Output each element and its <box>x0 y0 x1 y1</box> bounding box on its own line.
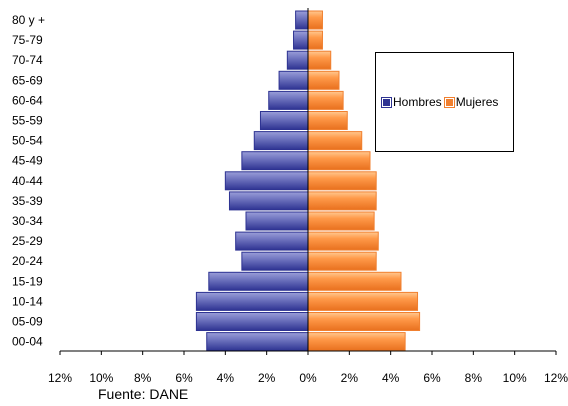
legend-item-mujeres: Mujeres <box>443 95 499 109</box>
bar-mujeres-10 <box>307 211 375 231</box>
x-tick-label-4: 4% <box>217 371 235 385</box>
category-label-13: 15-19 <box>12 274 43 288</box>
legend-swatch-hombres <box>381 96 392 108</box>
bar-hombres-2 <box>286 50 309 70</box>
x-axis: 12% 10% 8% 6% 4% 2% 0% 2% 4% 6% 8% 10% 12% <box>48 8 568 385</box>
x-tick-label-9: 6% <box>423 371 441 385</box>
category-label-5: 55-59 <box>12 114 43 128</box>
bar-hombres-0 <box>295 10 309 30</box>
bar-hombres-13 <box>208 271 309 291</box>
bar-mujeres-4 <box>307 90 344 110</box>
legend-label-mujeres: Mujeres <box>455 95 499 109</box>
x-tick-label-0: 12% <box>48 371 72 385</box>
legend-swatch-mujeres <box>443 96 455 108</box>
x-tick-label-8: 4% <box>382 371 400 385</box>
bar-mujeres-7 <box>307 151 371 171</box>
bar-hombres-8 <box>224 171 309 191</box>
legend-item-hombres: Hombres <box>381 95 442 109</box>
category-label-4: 60-64 <box>12 93 43 107</box>
category-label-8: 40-44 <box>12 174 43 188</box>
x-tick-label-6: 0% <box>299 371 317 385</box>
legend: Hombres Mujeres <box>375 52 514 152</box>
category-label-10: 30-34 <box>12 214 43 228</box>
category-label-11: 25-29 <box>12 234 43 248</box>
bar-mujeres-12 <box>307 251 377 271</box>
category-label-14: 10-14 <box>12 294 43 308</box>
bar-hombres-12 <box>241 251 309 271</box>
bar-hombres-1 <box>293 30 309 50</box>
bar-hombres-4 <box>268 90 309 110</box>
bar-mujeres-6 <box>307 131 363 151</box>
x-tick-label-2: 8% <box>134 371 152 385</box>
bar-mujeres-1 <box>307 30 323 50</box>
bar-mujeres-9 <box>307 191 377 211</box>
x-tick-label-3: 6% <box>175 371 193 385</box>
x-tick-label-5: 2% <box>258 371 276 385</box>
x-tick-label-11: 10% <box>503 371 527 385</box>
category-label-1: 75-79 <box>12 33 43 47</box>
bar-mujeres-0 <box>307 10 323 30</box>
bar-mujeres-14 <box>307 291 419 311</box>
category-label-16: 00-04 <box>12 335 43 349</box>
bar-hombres-10 <box>245 211 309 231</box>
bar-mujeres-2 <box>307 50 332 70</box>
bar-mujeres-8 <box>307 171 377 191</box>
x-tick-label-12: 12% <box>544 371 568 385</box>
bar-hombres-9 <box>228 191 309 211</box>
legend-row: Hombres Mujeres <box>381 95 501 109</box>
bar-mujeres-13 <box>307 271 402 291</box>
category-label-12: 20-24 <box>12 254 43 268</box>
bar-mujeres-15 <box>307 312 421 331</box>
source-note: Fuente: DANE <box>98 386 189 402</box>
category-label-3: 65-69 <box>12 73 43 87</box>
bar-mujeres-16 <box>307 332 406 352</box>
category-label-6: 50-54 <box>12 134 43 148</box>
bar-mujeres-5 <box>307 111 348 130</box>
bar-hombres-15 <box>195 312 309 331</box>
bar-hombres-11 <box>235 231 309 251</box>
bar-hombres-3 <box>278 70 309 90</box>
bar-hombres-5 <box>259 111 309 130</box>
bar-hombres-14 <box>195 291 309 311</box>
category-label-9: 35-39 <box>12 194 43 208</box>
series-mujeres <box>307 10 421 352</box>
bar-mujeres-11 <box>307 231 379 251</box>
category-label-0: 80 y + <box>12 13 45 27</box>
series-hombres <box>195 10 309 352</box>
category-label-7: 45-49 <box>12 154 43 168</box>
bar-mujeres-3 <box>307 70 340 90</box>
legend-label-hombres: Hombres <box>393 95 442 109</box>
x-tick-label-10: 8% <box>465 371 483 385</box>
category-label-2: 70-74 <box>12 53 43 67</box>
bar-hombres-6 <box>253 131 309 151</box>
bar-hombres-16 <box>206 332 309 352</box>
bar-hombres-7 <box>241 151 309 171</box>
category-label-15: 05-09 <box>12 315 43 329</box>
x-tick-label-7: 2% <box>341 371 359 385</box>
x-tick-label-1: 10% <box>89 371 113 385</box>
category-labels: 80 y + 75-79 70-74 65-69 60-64 55-59 50-54 45-4… <box>12 13 45 349</box>
